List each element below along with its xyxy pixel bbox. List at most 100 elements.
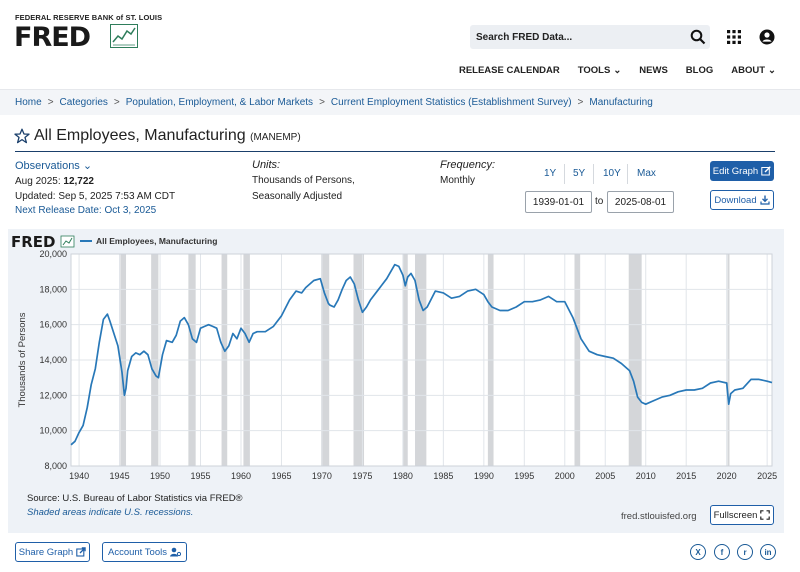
expand-icon — [760, 510, 771, 520]
x-tick-label: 1995 — [514, 471, 534, 481]
y-tick-label: 14,000 — [39, 355, 67, 365]
frequency-label: Frequency: — [440, 159, 496, 171]
x-tick-label: 1950 — [150, 471, 170, 481]
nav-tools[interactable]: TOOLS ⌄ — [578, 65, 622, 76]
share-label: Share Graph — [18, 546, 74, 558]
nav-news[interactable]: NEWS — [639, 65, 668, 76]
edit-graph-button[interactable]: Edit Graph — [710, 161, 774, 181]
chevron-down-icon: ⌄ — [613, 65, 622, 76]
breadcrumb-manufacturing[interactable]: Manufacturing — [589, 97, 653, 108]
nav-label: ABOUT — [731, 65, 766, 76]
range-max-button[interactable]: Max — [637, 168, 656, 179]
x-tick-label: 2000 — [555, 471, 575, 481]
chart-logo-icon-line — [62, 237, 73, 246]
line-chart[interactable]: 8,000 10,000 12,000 14,000 16,000 18,000 20,00… — [8, 229, 784, 533]
x-tick-label: 2005 — [595, 471, 615, 481]
updated-text: Updated: Sep 5, 2025 7:53 AM CDT — [15, 191, 176, 202]
plot-border — [70, 253, 773, 467]
x-tick-label: 1940 — [69, 471, 89, 481]
linkedin-icon[interactable]: in — [760, 544, 776, 560]
title-divider — [15, 151, 775, 152]
chevron-down-icon: ⌄ — [82, 160, 93, 172]
nav-label: TOOLS — [577, 65, 611, 76]
breadcrumb-separator: > — [47, 97, 54, 108]
share-graph-button[interactable]: Share Graph — [15, 542, 90, 562]
nav-label: BLOG — [685, 65, 714, 76]
breadcrumb-ces[interactable]: Current Employment Statistics (Establish… — [330, 97, 572, 108]
star-icon[interactable] — [14, 128, 30, 144]
breadcrumb-categories[interactable]: Categories — [59, 97, 108, 108]
range-divider — [627, 164, 628, 184]
y-tick-label: 20,000 — [39, 249, 67, 259]
range-5y-button[interactable]: 5Y — [573, 168, 586, 179]
obs-value: 12,722 — [63, 176, 94, 187]
date-from-input[interactable]: 1939-01-01 — [525, 191, 592, 213]
facebook-icon[interactable]: f — [714, 544, 730, 560]
x-twitter-icon[interactable]: X — [690, 544, 706, 560]
nav-release-calendar[interactable]: RELEASE CALENDAR — [459, 65, 560, 76]
x-tick-label: 1970 — [312, 471, 332, 481]
date-to-label: to — [595, 196, 604, 207]
y-tick-label: 16,000 — [39, 320, 67, 330]
legend-label: All Employees, Manufacturing — [96, 236, 217, 246]
logo-chart-icon[interactable] — [110, 24, 138, 48]
edit-icon — [761, 166, 771, 176]
latest-observation: Aug 2025: 12,722 — [15, 176, 94, 187]
y-tick-label: 18,000 — [39, 284, 67, 294]
x-tick-label: 1945 — [110, 471, 130, 481]
range-1y-button[interactable]: 1Y — [544, 168, 557, 179]
breadcrumb-separator: > — [113, 97, 120, 108]
breadcrumb-home[interactable]: Home — [15, 97, 42, 108]
breadcrumb-population[interactable]: Population, Employment, & Labor Markets — [125, 97, 314, 108]
reddit-icon[interactable]: r — [737, 544, 753, 560]
account-label: Account Tools — [108, 546, 167, 558]
date-to-input[interactable]: 2025-08-01 — [607, 191, 674, 213]
account-tools-button[interactable]: Account Tools — [102, 542, 187, 562]
x-tick-label: 2020 — [717, 471, 737, 481]
units-value-line1: Thousands of Persons, — [252, 175, 355, 186]
download-icon — [760, 195, 770, 205]
search-box — [470, 25, 710, 49]
fullscreen-label: Fullscreen — [713, 509, 758, 521]
units-label: Units: — [252, 159, 281, 171]
series-line — [70, 263, 773, 446]
chevron-down-icon: ⌄ — [768, 65, 776, 76]
grid-menu-icon[interactable] — [726, 29, 742, 45]
nav-label: RELEASE CALENDAR — [458, 65, 560, 76]
frequency-value: Monthly — [440, 175, 476, 186]
range-divider — [593, 164, 594, 184]
page-title: All Employees, Manufacturing (MANEMP) — [34, 127, 301, 145]
x-tick-label: 1990 — [474, 471, 494, 481]
x-tick-label: 1955 — [190, 471, 210, 481]
breadcrumb-separator: > — [319, 97, 325, 108]
x-tick-label: 1985 — [433, 471, 453, 481]
observations-dropdown[interactable]: Observations ⌄ — [15, 159, 92, 172]
fred-logo[interactable]: FRED — [14, 22, 91, 53]
x-tick-label: 2010 — [636, 471, 656, 481]
range-10y-button[interactable]: 10Y — [603, 168, 621, 179]
x-tick-label: 1980 — [393, 471, 413, 481]
nav-about[interactable]: ABOUT ⌄ — [731, 65, 776, 76]
search-icon[interactable] — [690, 29, 706, 45]
x-tick-label: 1960 — [231, 471, 251, 481]
series-code: (MANEMP) — [250, 132, 301, 143]
recession-note: Shaded areas indicate U.S. recessions. — [27, 507, 194, 518]
next-release-link[interactable]: Next Release Date: Oct 3, 2025 — [15, 205, 157, 216]
nav-label: NEWS — [639, 65, 668, 76]
user-account-icon[interactable] — [759, 29, 775, 45]
download-label: Download — [714, 194, 757, 206]
y-tick-label: 12,000 — [39, 390, 67, 400]
user-gear-icon — [169, 547, 181, 557]
share-icon — [76, 547, 86, 557]
fullscreen-button[interactable]: Fullscreen — [710, 505, 774, 525]
x-tick-label: 2025 — [757, 471, 777, 481]
units-value-line2: Seasonally Adjusted — [252, 191, 343, 202]
search-input[interactable] — [470, 25, 680, 49]
nav-blog[interactable]: BLOG — [686, 65, 713, 76]
source-text: Source: U.S. Bureau of Labor Statistics … — [27, 493, 243, 504]
download-button[interactable]: Download — [710, 190, 774, 210]
observations-label: Observations — [15, 160, 80, 172]
main-nav: RELEASE CALENDAR TOOLS ⌄ NEWS BLOG ABOUT ⌄ — [459, 65, 776, 76]
series-title: All Employees, Manufacturing — [34, 127, 246, 144]
site-url[interactable]: fred.stlouisfed.org — [621, 511, 697, 522]
